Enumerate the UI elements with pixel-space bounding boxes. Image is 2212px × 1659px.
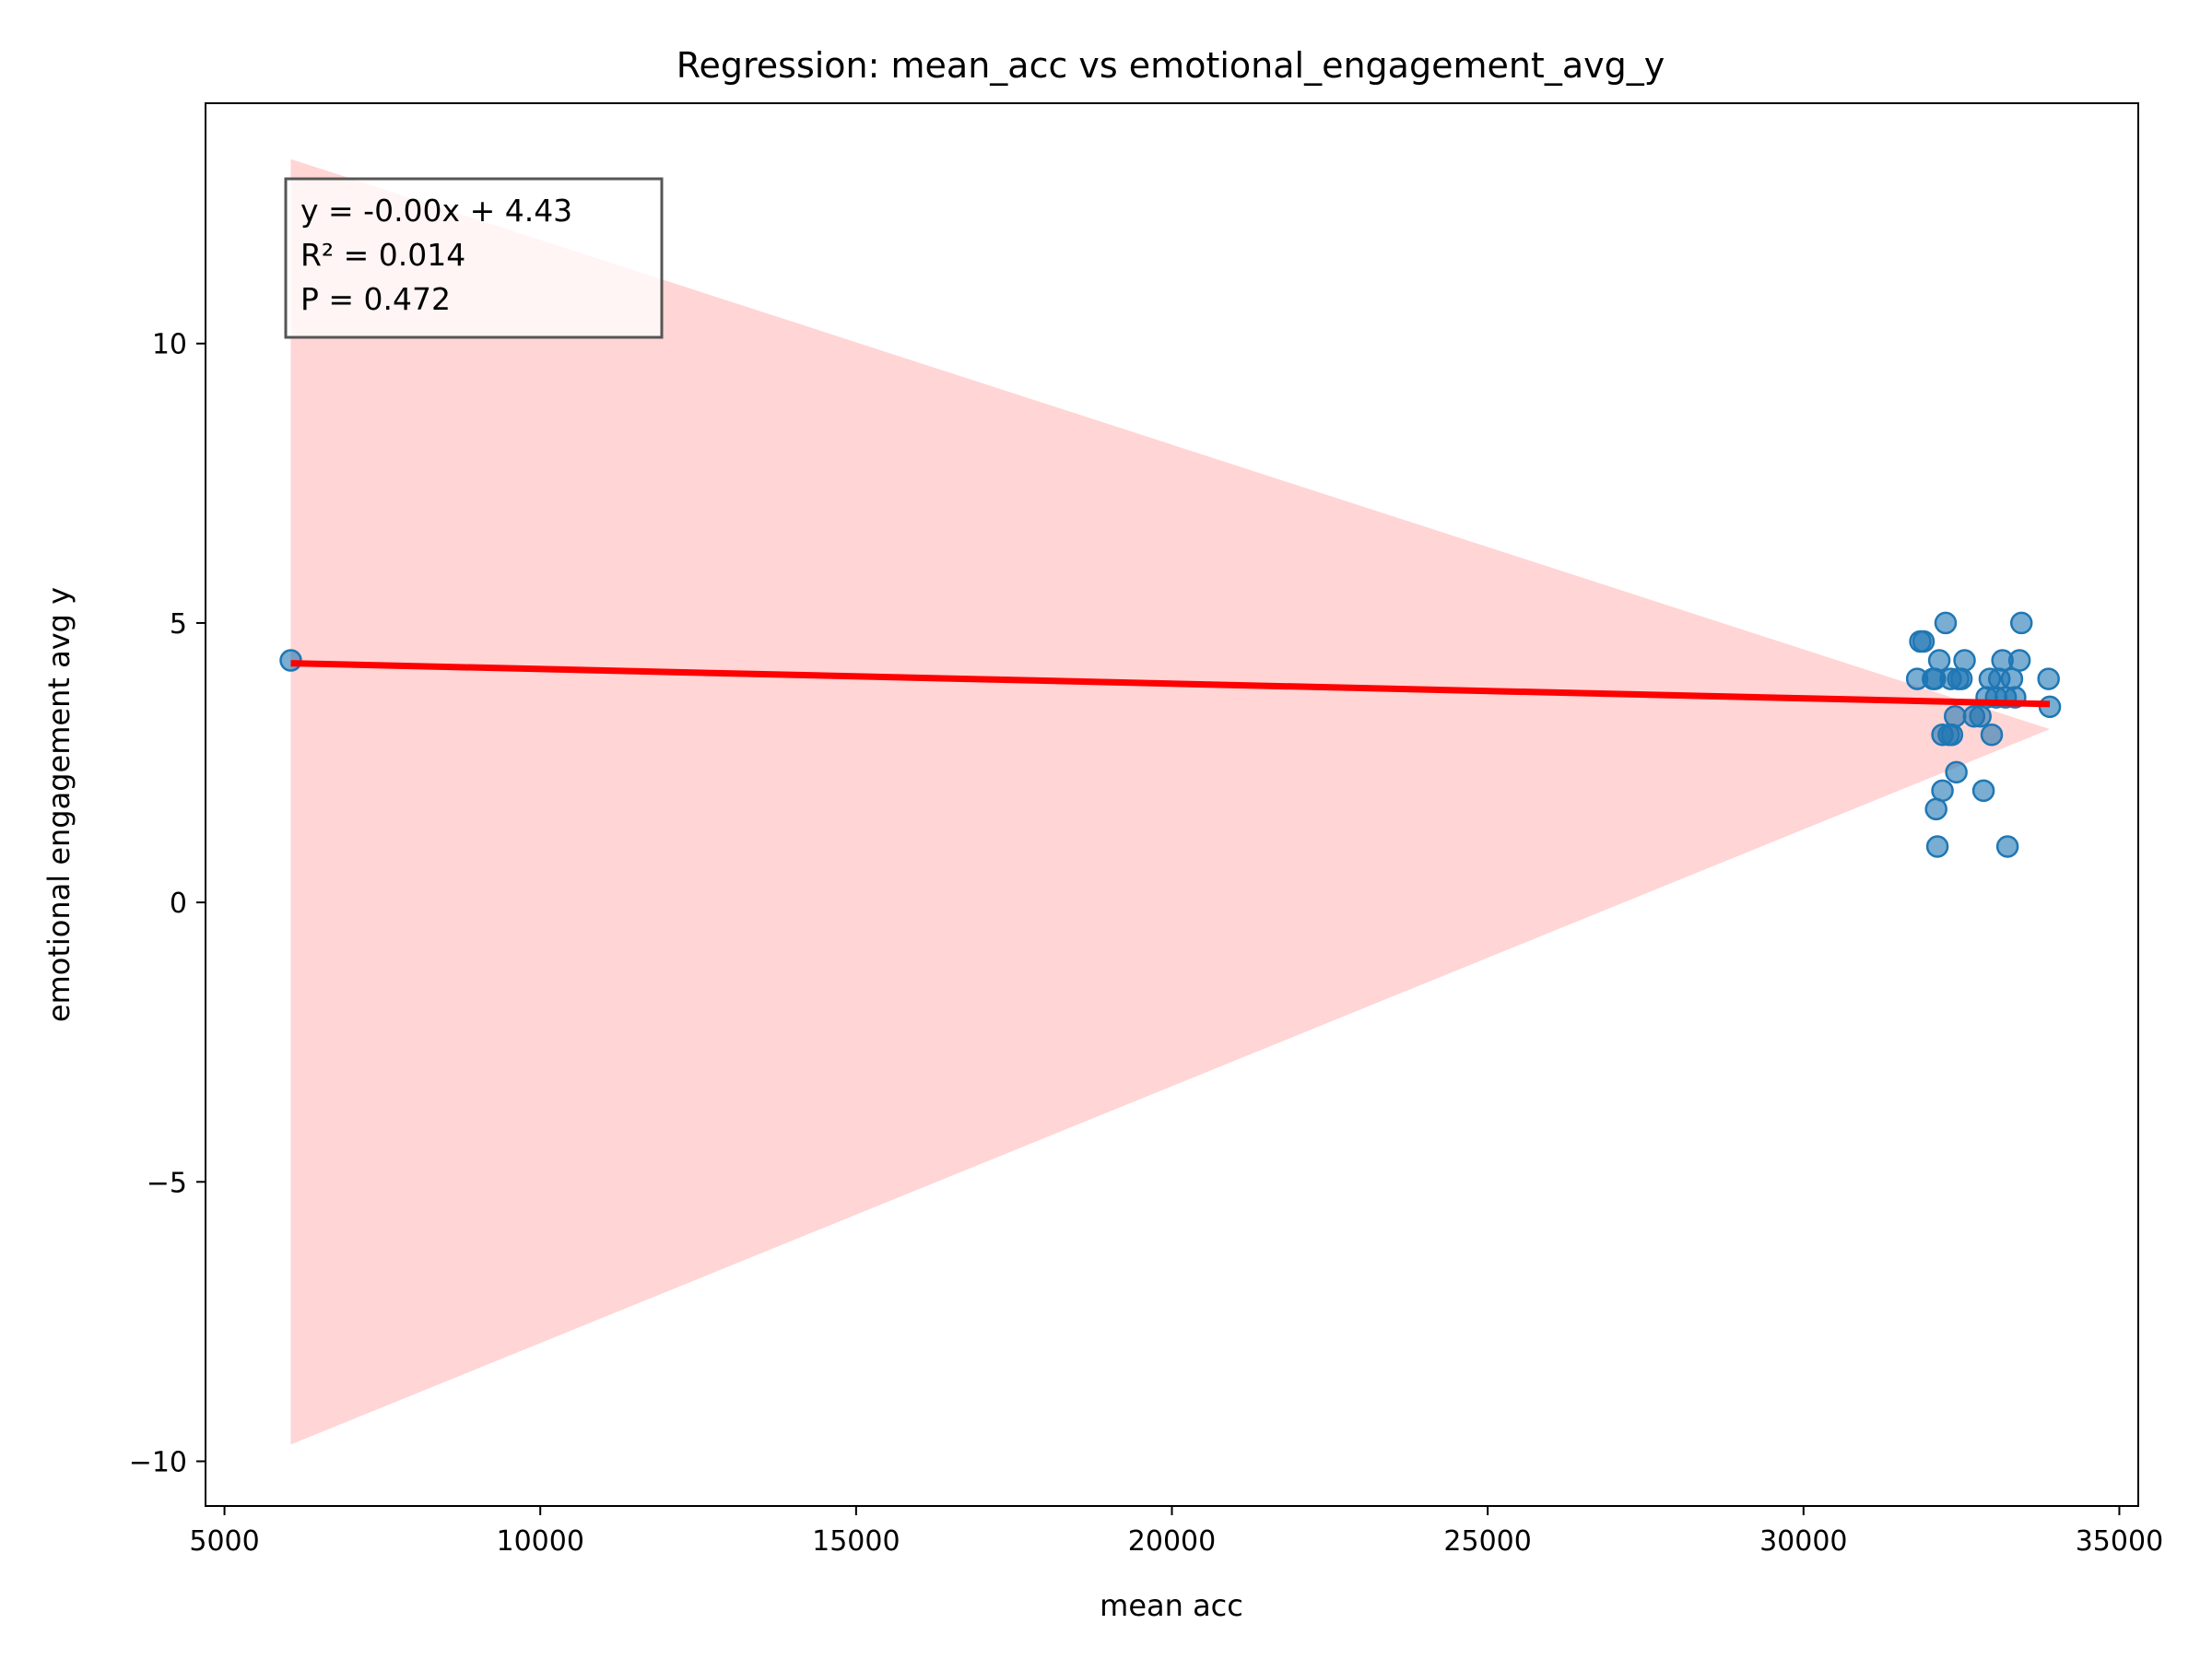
regression-line: [290, 660, 2051, 708]
scatter-point: [2009, 611, 2033, 635]
y-tick-label: −5: [147, 1167, 187, 1199]
scatter-point: [1940, 723, 1964, 747]
scatter-point: [1944, 704, 1967, 728]
y-tick-label: 0: [170, 888, 187, 920]
y-tick-label: −10: [129, 1446, 187, 1478]
annotation-r-squared: R² = 0.014: [300, 237, 465, 273]
confidence-band-group: [290, 159, 2051, 1445]
annotation-p-value: P = 0.472: [300, 281, 451, 317]
scatter-point: [1995, 835, 2019, 858]
x-tick-label: 35000: [2076, 1525, 2163, 1558]
scatter-point: [1945, 760, 1968, 784]
scatter-point: [1927, 649, 1951, 672]
x-tick-label: 30000: [1759, 1525, 1847, 1558]
y-tick-label: 10: [152, 329, 187, 361]
annotation-equation: y = -0.00x + 4.43: [300, 193, 572, 229]
x-tick-label: 10000: [496, 1525, 583, 1558]
scatter-point: [1924, 797, 1947, 821]
scatter-point: [1912, 629, 1936, 653]
scatter-point: [2000, 667, 2024, 690]
confidence-band: [290, 159, 2051, 1445]
scatter-point: [1931, 779, 1954, 803]
fit-line-group: [290, 660, 2051, 708]
chart-title: Regression: mean_acc vs emotional_engage…: [677, 45, 1665, 86]
scatter-point: [1969, 704, 1992, 728]
stats-annotation: y = -0.00x + 4.43 R² = 0.014 P = 0.472: [284, 177, 664, 339]
x-axis: 5000 10000 15000 20000 25000 30000 35000: [189, 1506, 2163, 1558]
scatter-point: [1971, 779, 1995, 803]
y-tick-label: 5: [170, 608, 187, 641]
scatter-point: [1934, 611, 1958, 635]
stats-annotation-box: [284, 177, 664, 339]
x-axis-label: mean acc: [1100, 1588, 1243, 1623]
y-axis-label: emotional engagement avg y: [41, 587, 76, 1022]
y-axis: −10 −5 0 5 10: [129, 329, 206, 1478]
scatter-point: [1949, 667, 1973, 690]
scatter-point: [2007, 649, 2031, 672]
x-tick-label: 20000: [1128, 1525, 1216, 1558]
scatter-point: [1953, 649, 1976, 672]
x-tick-label: 25000: [1443, 1525, 1531, 1558]
scatter-point: [2037, 667, 2060, 690]
scatter-point: [1925, 835, 1949, 858]
x-tick-label: 5000: [189, 1525, 259, 1558]
x-tick-label: 15000: [812, 1525, 900, 1558]
scatter-point: [1980, 723, 2004, 747]
